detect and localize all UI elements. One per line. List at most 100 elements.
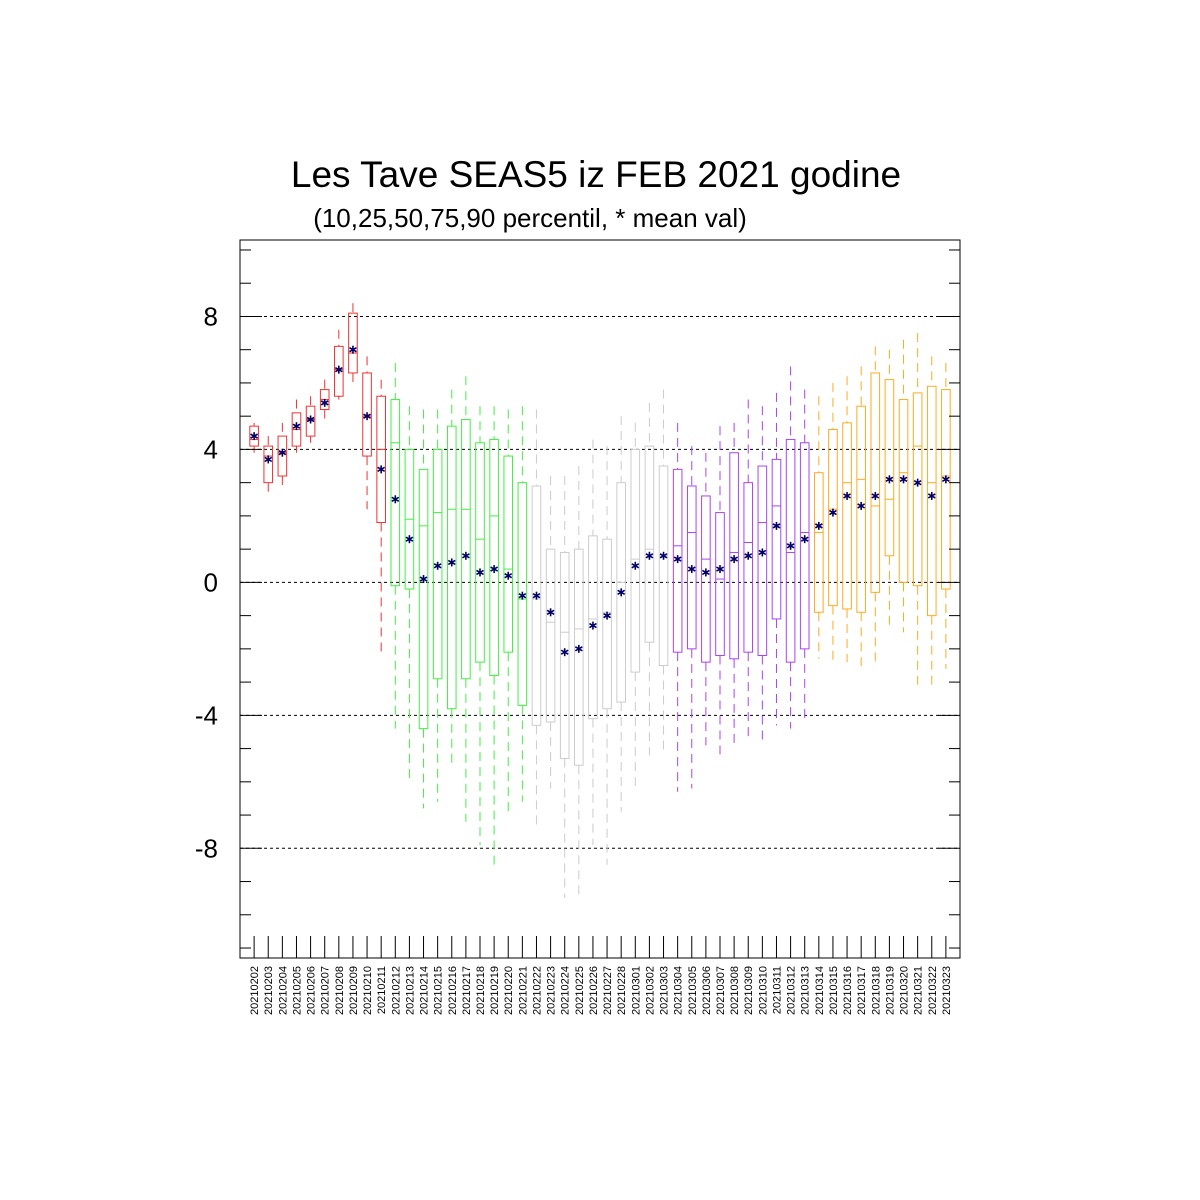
x-tick-label: 20210302 <box>644 966 656 1015</box>
box <box>574 548 584 766</box>
x-tick-label: 20210319 <box>884 966 896 1015</box>
plot-frame <box>239 239 961 959</box>
box-plot <box>842 376 852 663</box>
x-tick-label: 20210317 <box>856 966 868 1015</box>
mean-marker-stroke <box>589 622 597 629</box>
box-plot <box>658 389 669 752</box>
mean-marker-stroke <box>461 553 470 559</box>
mean-marker-stroke <box>829 509 837 516</box>
mean-marker <box>433 561 442 570</box>
x-tick-label: 20210309 <box>743 966 755 1015</box>
mean-marker <box>574 644 583 653</box>
box-plot <box>390 362 401 729</box>
box-plot <box>446 389 457 769</box>
x-tick-label: 20210310 <box>757 966 769 1015</box>
mean-marker-stroke <box>320 400 329 406</box>
mean-marker-stroke <box>659 553 668 559</box>
x-tick-label: 20210318 <box>870 966 882 1015</box>
box <box>263 445 274 484</box>
box <box>362 372 372 457</box>
mean-marker <box>292 422 301 431</box>
x-tick-label: 20210215 <box>433 966 445 1015</box>
mean-marker-stroke <box>306 416 315 423</box>
x-tick-label: 20210311 <box>771 966 783 1014</box>
box-plot <box>799 389 810 722</box>
mean-marker-stroke <box>532 592 541 599</box>
x-tick-label: 20210312 <box>786 966 798 1015</box>
mean-marker-stroke <box>433 563 442 569</box>
mean-marker-stroke <box>264 456 273 463</box>
mean-marker <box>730 555 739 564</box>
box-plot <box>870 346 881 666</box>
box <box>814 472 824 613</box>
box-plot <box>898 339 909 633</box>
x-tick-label: 20210209 <box>348 966 360 1015</box>
box <box>249 425 259 447</box>
x-tick-label: 20210304 <box>673 966 685 1015</box>
mean-marker <box>589 621 597 630</box>
mean-marker-stroke <box>814 523 823 529</box>
mean-marker <box>504 571 513 580</box>
mean-marker-stroke <box>871 493 880 499</box>
box <box>277 435 288 477</box>
mean-marker-stroke <box>490 566 499 572</box>
box-plot <box>461 376 471 822</box>
mean-marker <box>701 568 710 577</box>
box <box>334 345 344 397</box>
mean-marker <box>716 565 724 574</box>
mean-marker-stroke <box>574 646 583 652</box>
mean-marker <box>377 465 386 474</box>
grid-lines <box>240 315 960 849</box>
y-tick-label: 8 <box>204 301 218 331</box>
mean-marker <box>687 565 696 574</box>
x-tick-label: 20210216 <box>447 966 459 1015</box>
box-plot <box>856 366 866 669</box>
x-tick-label: 20210217 <box>461 966 473 1015</box>
box-plot <box>475 406 485 845</box>
mean-marker <box>518 591 527 600</box>
box <box>545 548 556 723</box>
mean-marker <box>532 591 541 600</box>
mean-marker-stroke <box>645 553 654 559</box>
box-plot <box>334 329 344 400</box>
mean-marker-stroke <box>419 576 428 582</box>
box-plot <box>743 399 754 739</box>
box-plot <box>588 439 598 845</box>
mean-marker <box>941 475 950 484</box>
box-plot <box>630 422 641 792</box>
box <box>588 535 598 720</box>
box-plot <box>884 349 895 629</box>
mean-marker <box>419 575 428 584</box>
mean-marker-stroke <box>941 476 950 483</box>
mean-marker <box>447 558 456 567</box>
box-plot <box>701 452 711 746</box>
y-tick-label: -8 <box>195 833 218 863</box>
mean-marker <box>391 495 400 504</box>
box <box>757 465 768 657</box>
box <box>856 405 866 613</box>
x-tick-label: 20210223 <box>546 966 558 1015</box>
mean-markers <box>250 345 950 657</box>
mean-marker <box>927 491 936 500</box>
mean-marker <box>772 521 781 530</box>
x-tick-label: 20210203 <box>263 966 275 1015</box>
mean-marker-stroke <box>730 556 739 562</box>
box <box>658 465 669 666</box>
box <box>941 389 951 590</box>
box <box>912 392 923 587</box>
x-tick-label: 20210206 <box>306 966 318 1015</box>
box <box>630 448 641 673</box>
mean-marker-stroke <box>899 476 908 483</box>
box <box>446 425 457 710</box>
mean-marker-stroke <box>546 609 555 615</box>
box-plot <box>531 409 542 826</box>
x-tick-label: 20210212 <box>390 966 402 1015</box>
x-tick-label: 20210305 <box>687 966 699 1015</box>
mean-marker-stroke <box>447 559 456 566</box>
box <box>432 448 443 680</box>
x-tick-label: 20210207 <box>320 966 332 1015</box>
mean-marker <box>250 432 259 441</box>
chart-subtitle: (10,25,50,75,90 percentil, * mean val) <box>313 203 747 233</box>
mean-marker-stroke <box>603 612 611 619</box>
mean-marker-stroke <box>504 573 513 579</box>
